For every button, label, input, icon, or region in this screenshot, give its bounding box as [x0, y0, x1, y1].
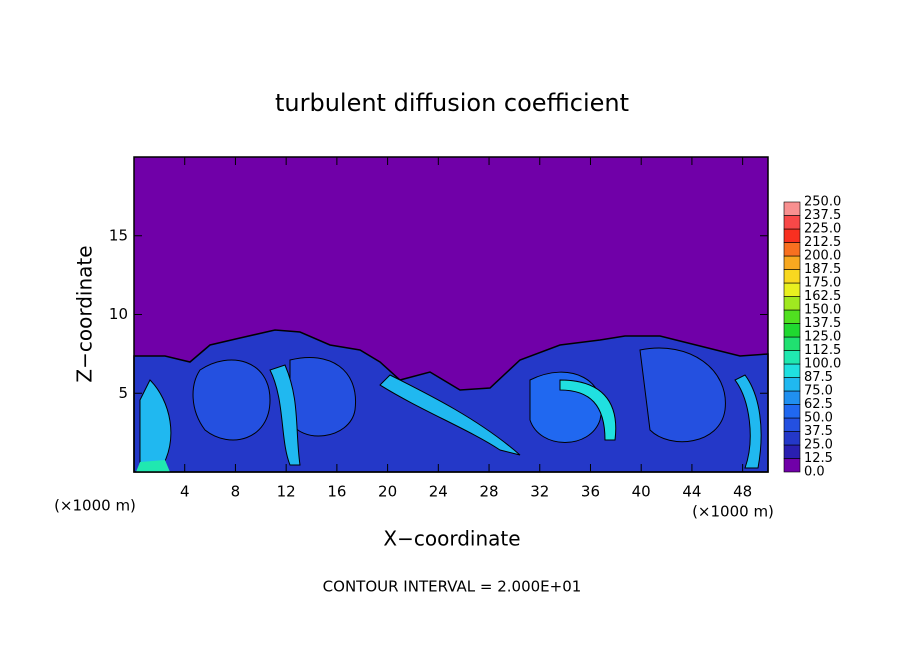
colorbar-label: 187.5	[804, 262, 841, 277]
field-region	[192, 359, 271, 441]
colorbar-label: 0.0	[804, 465, 825, 480]
colorbar-label: 37.5	[804, 424, 833, 439]
x-unit-label: (×1000 m)	[54, 497, 136, 515]
x-tick-label: 32	[530, 483, 549, 501]
field-region	[289, 356, 357, 437]
colorbar-label: 250.0	[804, 195, 841, 210]
colorbar-box	[783, 377, 801, 392]
x-tick-label: 8	[231, 483, 241, 501]
colorbar-label: 200.0	[804, 249, 841, 264]
x-tick-label: 4	[180, 483, 190, 501]
x-tick-label: 36	[581, 483, 600, 501]
colorbar-label: 112.5	[804, 343, 841, 358]
colorbar-label: 25.0	[804, 438, 833, 453]
field-region	[269, 364, 301, 466]
colorbar-box	[783, 336, 801, 351]
x-tick-label: 20	[378, 483, 397, 501]
colorbar-box	[783, 458, 801, 473]
colorbar-box	[783, 201, 801, 216]
colorbar-box	[783, 228, 801, 243]
colorbar-label: 225.0	[804, 222, 841, 237]
colorbar-label: 162.5	[804, 289, 841, 304]
x-axis-label: X−coordinate	[383, 527, 520, 551]
colorbar-box	[783, 269, 801, 284]
field-region	[379, 374, 521, 456]
colorbar-label: 62.5	[804, 397, 833, 412]
y-axis-label: Z−coordinate	[73, 245, 97, 382]
colorbar-label: 87.5	[804, 370, 833, 385]
colorbar-label: 175.0	[804, 276, 841, 291]
x-tick-label: 24	[429, 483, 448, 501]
x-unit-label: (×1000 m)	[692, 503, 774, 521]
x-tick-label: 44	[682, 483, 701, 501]
y-tick-label: 5	[118, 384, 128, 402]
x-tick-label: 48	[733, 483, 752, 501]
colorbar-box	[783, 215, 801, 230]
x-tick-label: 16	[327, 483, 346, 501]
colorbar-box	[783, 417, 801, 432]
colorbar-box	[783, 431, 801, 446]
colorbar-box	[783, 255, 801, 270]
x-tick-label: 12	[277, 483, 296, 501]
annotation: CONTOUR INTERVAL = 2.000E+01	[323, 578, 582, 596]
field-region	[639, 347, 726, 443]
colorbar-box	[783, 323, 801, 338]
x-tick-label: 40	[632, 483, 651, 501]
colorbar-box	[783, 309, 801, 324]
field-region	[559, 379, 617, 441]
field-region	[734, 374, 762, 469]
colorbar-box	[783, 404, 801, 419]
colorbar-box	[783, 350, 801, 365]
colorbar-label: 237.5	[804, 208, 841, 223]
colorbar-label: 50.0	[804, 411, 833, 426]
colorbar-box	[783, 282, 801, 297]
colorbar-box	[783, 390, 801, 405]
field-region	[136, 460, 170, 472]
colorbar-label: 137.5	[804, 316, 841, 331]
colorbar-label: 75.0	[804, 384, 833, 399]
y-tick-label: 15	[109, 226, 128, 244]
colorbar-label: 212.5	[804, 235, 841, 250]
y-tick-label: 10	[109, 305, 128, 323]
colorbar-box	[783, 242, 801, 257]
chart-title: turbulent diffusion coefficient	[275, 89, 629, 117]
colorbar-label: 12.5	[804, 451, 833, 466]
colorbar-label: 100.0	[804, 357, 841, 372]
x-tick-label: 28	[479, 483, 498, 501]
colorbar-box	[783, 444, 801, 459]
colorbar-label: 150.0	[804, 303, 841, 318]
colorbar-box	[783, 296, 801, 311]
colorbar-label: 125.0	[804, 330, 841, 345]
colorbar-box	[783, 363, 801, 378]
field	[133, 157, 769, 473]
